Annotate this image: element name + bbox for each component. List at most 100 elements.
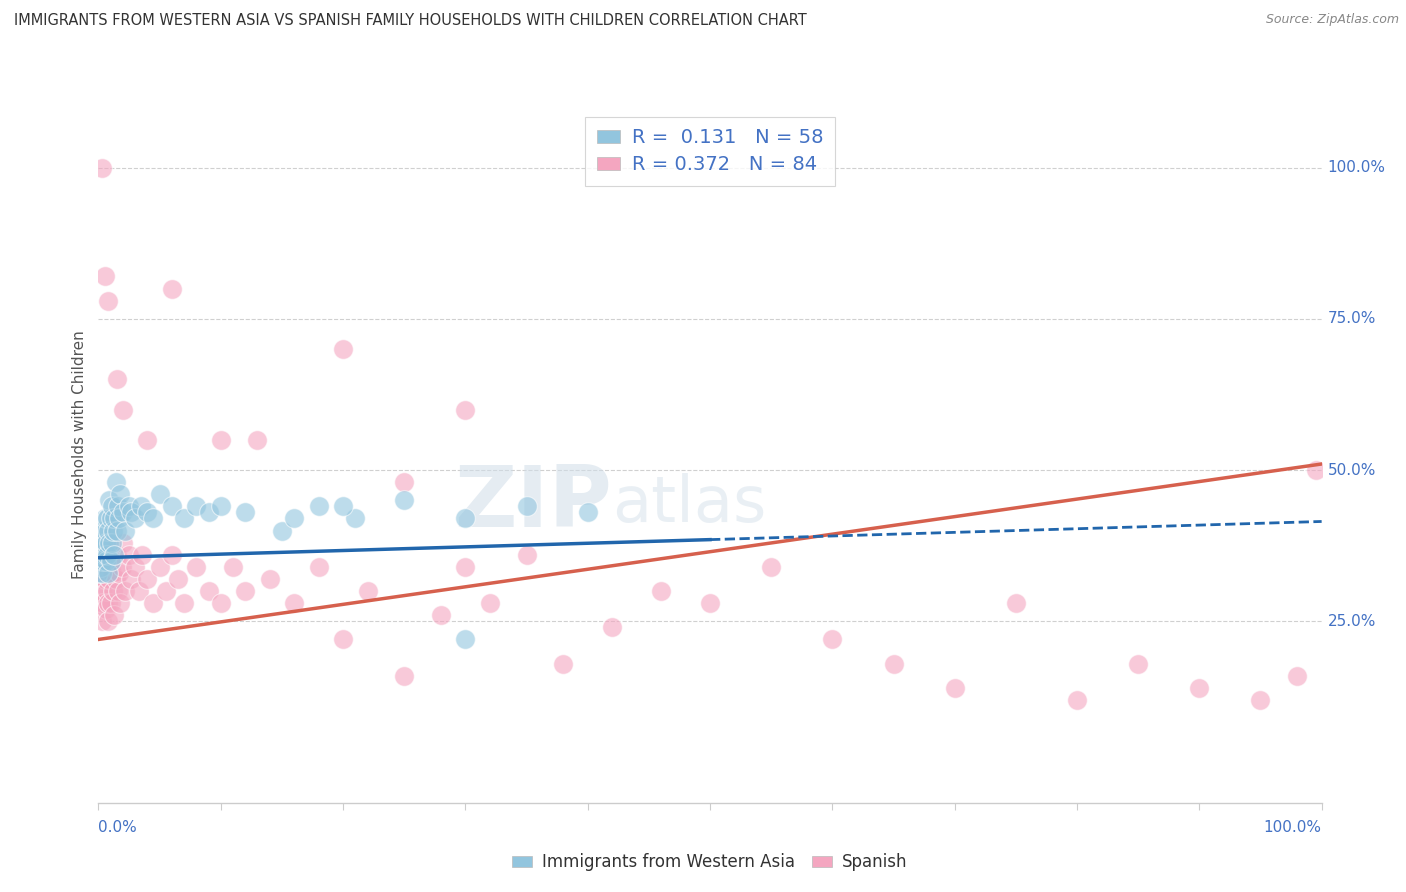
Point (131, 548, 153, 562)
Point (124, 559, 146, 574)
Point (91, 596, 114, 610)
Point (454, 511, 477, 525)
Point (1128, 657, 1150, 671)
Point (699, 596, 721, 610)
Point (332, 632, 354, 647)
Point (93, 548, 115, 562)
Text: 100.0%: 100.0% (1327, 160, 1386, 175)
Legend: Immigrants from Western Asia, Spanish: Immigrants from Western Asia, Spanish (506, 847, 914, 878)
Point (107, 584, 129, 599)
Point (233, 505, 256, 519)
Point (101, 566, 124, 580)
Y-axis label: Family Households with Children: Family Households with Children (72, 331, 87, 579)
Point (1305, 463, 1327, 477)
Text: Source: ZipAtlas.com: Source: ZipAtlas.com (1265, 13, 1399, 27)
Text: 0.0%: 0.0% (98, 821, 138, 835)
Point (94, 535, 117, 549)
Point (128, 584, 150, 599)
Point (100, 596, 122, 610)
Point (93, 524, 115, 538)
Point (103, 608, 125, 623)
Point (97, 293, 120, 308)
Point (96, 511, 118, 525)
Point (1004, 596, 1026, 610)
Point (114, 584, 136, 599)
Point (515, 548, 537, 562)
Point (308, 500, 330, 514)
Point (110, 596, 132, 610)
Point (120, 572, 142, 586)
Point (118, 500, 141, 514)
Point (186, 500, 208, 514)
Point (1249, 693, 1271, 707)
Point (100, 554, 122, 568)
Point (1066, 693, 1088, 707)
Point (96, 548, 118, 562)
Point (883, 657, 905, 671)
Point (100, 511, 122, 525)
Point (90, 548, 112, 562)
Point (173, 511, 195, 525)
Point (124, 511, 146, 525)
Point (111, 559, 134, 574)
Point (101, 500, 124, 514)
Point (104, 475, 127, 490)
Point (101, 584, 124, 599)
Text: 50.0%: 50.0% (1327, 463, 1376, 477)
Point (120, 505, 142, 519)
Point (136, 572, 159, 586)
Point (103, 548, 125, 562)
Point (650, 584, 672, 599)
Point (90, 524, 112, 538)
Point (259, 572, 281, 586)
Point (454, 402, 477, 417)
Text: ZIP: ZIP (454, 462, 612, 545)
Point (209, 596, 232, 610)
Point (89, 596, 111, 610)
Point (91, 541, 114, 556)
Point (89, 535, 111, 549)
Point (91, 566, 114, 580)
Point (209, 500, 232, 514)
Point (283, 596, 305, 610)
Point (100, 554, 122, 568)
Point (101, 535, 124, 549)
Point (173, 596, 195, 610)
Point (105, 524, 128, 538)
Point (943, 681, 966, 695)
Point (97, 566, 120, 580)
Point (1286, 669, 1309, 683)
Point (222, 559, 245, 574)
Point (91, 615, 114, 629)
Text: IMMIGRANTS FROM WESTERN ASIA VS SPANISH FAMILY HOUSEHOLDS WITH CHILDREN CORRELAT: IMMIGRANTS FROM WESTERN ASIA VS SPANISH … (14, 13, 807, 29)
Point (155, 584, 177, 599)
Point (160, 500, 183, 514)
Point (97, 596, 120, 610)
Point (515, 500, 537, 514)
Point (600, 620, 623, 634)
Point (94, 554, 117, 568)
Point (160, 548, 183, 562)
Point (91, 161, 114, 175)
Point (96, 559, 118, 574)
Point (91, 554, 114, 568)
Text: 75.0%: 75.0% (1327, 311, 1376, 326)
Point (98, 535, 121, 549)
Point (454, 559, 477, 574)
Text: atlas: atlas (612, 473, 766, 534)
Point (118, 548, 141, 562)
Point (103, 511, 125, 525)
Point (308, 559, 330, 574)
Point (129, 500, 152, 514)
Text: 100.0%: 100.0% (1264, 821, 1322, 835)
Point (91, 566, 114, 580)
Point (105, 372, 128, 386)
Point (98, 493, 121, 508)
Point (90, 566, 112, 580)
Point (111, 505, 134, 519)
Point (160, 281, 183, 295)
Point (167, 572, 190, 586)
Point (142, 511, 165, 525)
Point (142, 596, 165, 610)
Point (110, 487, 132, 501)
